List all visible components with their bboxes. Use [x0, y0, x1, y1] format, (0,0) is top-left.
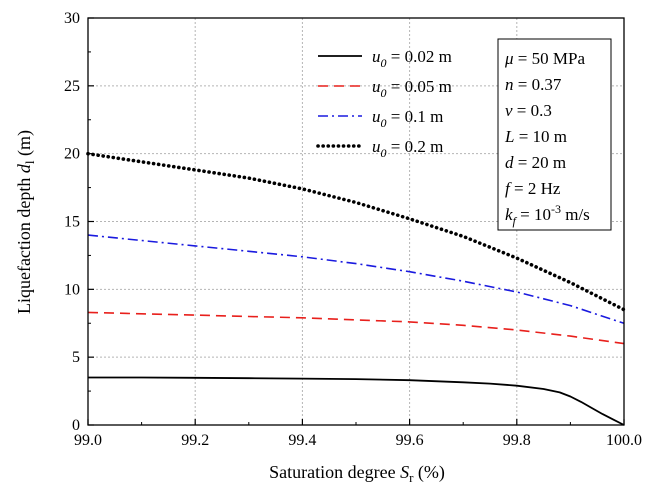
parameter-1: μ = 50 MPa — [504, 49, 585, 68]
legend-label-3: u0 = 0.1 m — [372, 107, 443, 130]
axis-ticks — [87, 17, 625, 426]
legend-label-2: u0 = 0.05 m — [372, 77, 452, 100]
x-tick-labels: 99.0 99.2 99.4 99.6 99.8 100.0 — [74, 432, 642, 449]
parameter-4: L = 10 m — [504, 127, 567, 146]
x-tick-label: 99.6 — [396, 432, 424, 449]
parameter-box-frame — [497, 38, 612, 231]
series-line-2 — [87, 311, 625, 345]
series-line-3 — [87, 234, 625, 325]
parameter-7: kf = 10-3 m/s — [505, 202, 590, 228]
y-tick-label: 5 — [72, 349, 80, 366]
x-axis-title: Saturation degree Sr (%) — [269, 462, 445, 485]
parameter-5: d = 20 m — [505, 153, 566, 172]
x-tick-label: 99.4 — [288, 432, 316, 449]
legend-label-4: u0 = 0.2 m — [372, 137, 443, 160]
y-tick-label: 25 — [64, 78, 80, 95]
x-tick-label: 99.0 — [74, 432, 102, 449]
series-line-4 — [86, 151, 626, 312]
parameter-box: μ = 50 MPa n = 0.37 v = 0.3 L = 10 m d = 20 … — [497, 38, 612, 231]
y-axis-title: Liquefaction depth dl (m) — [14, 130, 37, 314]
series-line-1 — [88, 376, 625, 426]
legend: u0 = 0.02 m u0 = 0.05 m u0 = 0.1 m u0 = 0.2… — [316, 47, 452, 160]
x-tick-label: 100.0 — [606, 432, 642, 449]
y-tick-label: 15 — [64, 214, 80, 231]
parameter-3: v = 0.3 — [505, 101, 552, 120]
y-tick-label: 10 — [64, 281, 80, 298]
y-tick-label: 20 — [64, 146, 80, 163]
y-tick-label: 0 — [72, 417, 80, 434]
legend-label-1: u0 = 0.02 m — [372, 47, 452, 70]
x-tick-label: 99.8 — [503, 432, 531, 449]
parameter-2: n = 0.37 — [505, 75, 562, 94]
x-tick-label: 99.2 — [181, 432, 209, 449]
y-tick-labels: 0 5 10 15 20 25 30 — [64, 10, 80, 434]
y-tick-label: 30 — [64, 10, 80, 27]
series-lines — [86, 151, 626, 426]
parameter-6: f = 2 Hz — [505, 179, 561, 198]
